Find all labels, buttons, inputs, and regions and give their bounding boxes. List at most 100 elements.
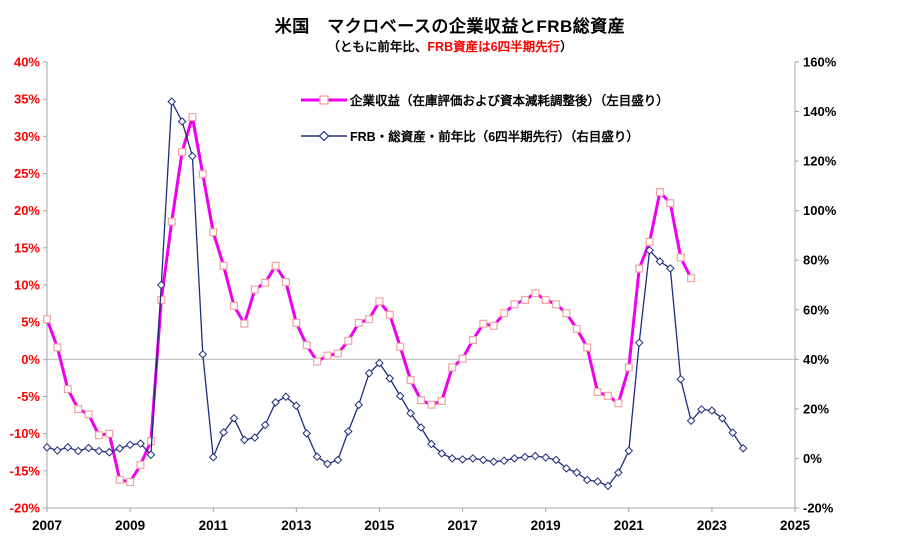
data-point-marker: [136, 460, 145, 469]
x-axis-tick-label: 2011: [199, 518, 229, 533]
data-point-marker: [385, 374, 395, 383]
data-point-marker: [178, 147, 187, 156]
data-point-marker: [354, 318, 363, 327]
right-axis-tick-label: 60%: [803, 302, 829, 317]
data-point-marker: [385, 310, 394, 319]
data-point-marker: [208, 452, 218, 462]
data-point-marker: [219, 428, 228, 437]
data-point-marker: [510, 300, 519, 309]
data-point-marker: [520, 295, 529, 304]
data-point-marker: [84, 410, 93, 419]
data-point-marker: [115, 444, 125, 453]
data-point-marker: [375, 297, 384, 306]
right-axis-tick-label: 100%: [803, 203, 837, 218]
data-point-marker: [198, 350, 208, 359]
right-axis-tick-label: 80%: [803, 253, 829, 268]
data-point-marker: [188, 151, 197, 161]
data-point-marker: [427, 439, 436, 449]
right-axis-tick-label: 120%: [803, 154, 837, 169]
data-point-marker: [302, 341, 311, 350]
legend-label-corporate-profits: 企業収益（在庫評価および資本減耗調整後）（左目盛り）: [350, 94, 669, 108]
right-axis-tick-label: 160%: [803, 55, 837, 70]
data-point-marker: [126, 478, 135, 487]
data-point-marker: [354, 400, 364, 410]
data-point-marker: [240, 319, 249, 328]
right-axis-tick-label: 0%: [803, 451, 822, 466]
data-point-marker: [416, 423, 426, 432]
data-point-marker: [74, 405, 83, 414]
data-point-marker: [323, 351, 332, 360]
data-point-marker: [365, 315, 374, 324]
data-point-marker: [53, 446, 62, 455]
data-point-marker: [73, 446, 83, 456]
data-point-marker: [448, 363, 457, 372]
left-axis-tick-label: 0%: [21, 352, 40, 367]
left-axis-tick-label: 25%: [14, 166, 40, 181]
data-point-marker: [717, 413, 727, 423]
data-point-marker: [603, 481, 613, 491]
data-point-marker: [531, 289, 540, 298]
data-point-marker: [271, 398, 280, 407]
data-point-marker: [665, 264, 675, 273]
chart-legend: 企業収益（在庫評価および資本減耗調整後）（左目盛り） FRB・総資産・前年比（6…: [300, 90, 669, 145]
legend-item-frb-assets: FRB・総資産・前年比（6四半期先行）（右目盛り）: [300, 126, 669, 145]
right-axis-tick-label: 140%: [803, 104, 837, 119]
data-point-marker: [53, 343, 62, 352]
data-point-marker: [593, 388, 602, 397]
data-point-marker: [364, 368, 374, 378]
data-point-marker: [541, 295, 550, 304]
data-point-marker: [676, 253, 685, 262]
left-axis-tick-label: 20%: [14, 203, 40, 218]
chart-subtitle: （ともに前年比、FRB資産は6四半期先行）: [0, 36, 900, 55]
data-point-marker: [582, 475, 592, 485]
x-axis-tick-label: 2025: [780, 518, 811, 533]
data-point-marker: [520, 452, 530, 462]
data-point-marker: [281, 278, 290, 287]
left-axis-tick-label: 15%: [14, 240, 40, 255]
data-point-marker: [645, 237, 654, 246]
x-axis-tick-label: 2015: [364, 518, 395, 533]
data-point-marker: [219, 261, 228, 270]
left-axis-tick-label: 40%: [14, 55, 40, 70]
data-point-marker: [84, 443, 93, 453]
data-point-marker: [156, 280, 166, 290]
data-point-marker: [115, 475, 124, 484]
series-frb-assets: [42, 97, 748, 491]
x-axis: 2007 2009 2011 2013 2015 2017 2019 2021 2023 2025: [32, 508, 811, 533]
data-point-marker: [583, 343, 592, 352]
data-point-marker: [198, 170, 207, 179]
data-point-marker: [562, 309, 571, 318]
data-point-marker: [302, 429, 312, 438]
left-axis-tick-label: -15%: [10, 463, 41, 478]
data-point-marker: [344, 336, 353, 345]
data-point-marker: [323, 459, 332, 469]
left-axis-tick-label: 35%: [14, 92, 40, 107]
data-point-marker: [167, 217, 176, 226]
left-axis: 40% 35% 30% 25% 20% 15% 10% 5% 0% -5% -10% -15% -20%: [10, 55, 47, 516]
data-point-marker: [614, 468, 623, 477]
data-point-marker: [562, 464, 571, 473]
data-point-marker: [614, 399, 623, 408]
subtitle-suffix: ）: [560, 40, 573, 54]
data-point-marker: [697, 405, 706, 414]
x-axis-tick-label: 2007: [32, 518, 62, 533]
data-point-marker: [94, 446, 104, 456]
right-axis-tick-label: 20%: [803, 401, 829, 416]
data-point-marker: [458, 354, 467, 363]
right-axis: 160% 140% 120% 100% 80% 60% 40% 20% 0% -20%: [795, 55, 837, 516]
data-point-marker: [250, 285, 259, 294]
data-point-marker: [499, 456, 509, 466]
data-point-marker: [676, 374, 686, 384]
data-point-marker: [738, 443, 748, 453]
data-point-marker: [312, 452, 322, 462]
left-axis-tick-label: 10%: [14, 278, 40, 293]
data-point-marker: [395, 391, 405, 401]
data-point-marker: [406, 376, 415, 385]
data-point-marker: [375, 358, 384, 368]
data-point-marker: [125, 440, 135, 450]
data-point-marker: [146, 437, 155, 446]
data-point-marker: [42, 442, 52, 452]
data-point-marker: [291, 401, 301, 411]
data-point-marker: [63, 385, 72, 394]
